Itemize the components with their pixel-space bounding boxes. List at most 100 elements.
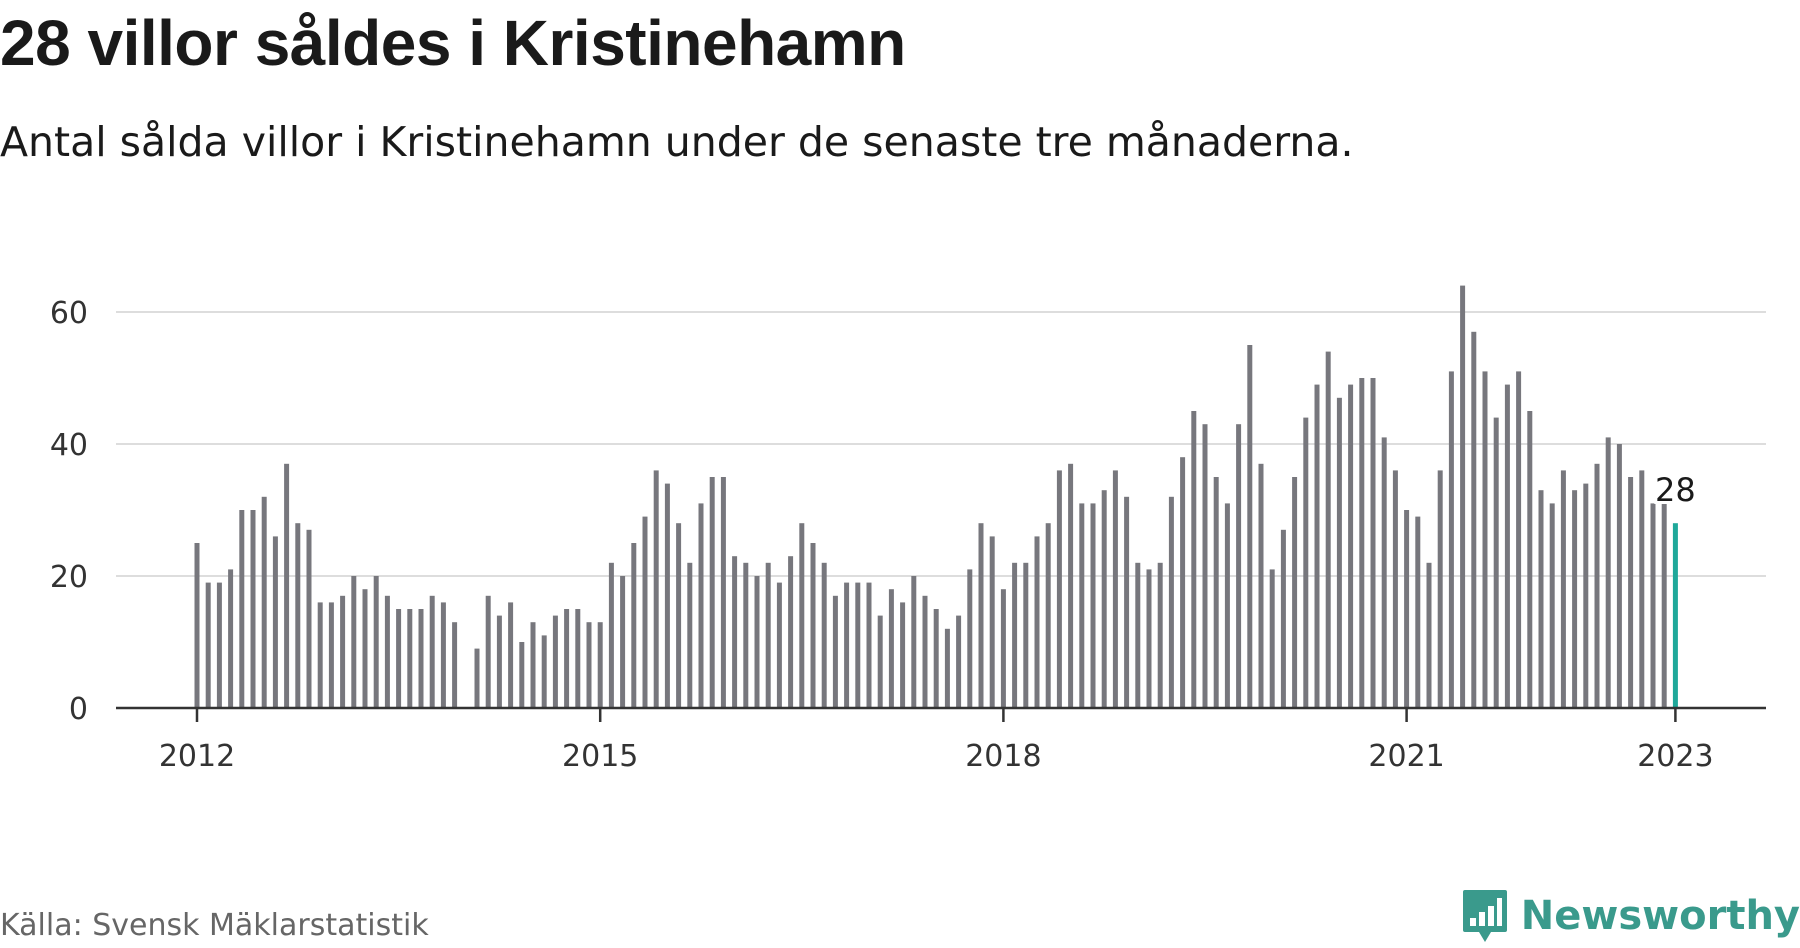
- bar: [788, 556, 794, 708]
- bar: [1549, 503, 1555, 708]
- bar: [933, 609, 939, 708]
- bar: [844, 582, 850, 708]
- bar: [396, 609, 402, 708]
- chart-subtitle: Antal sålda villor i Kristinehamn under …: [0, 118, 1354, 166]
- bar: [1168, 496, 1174, 708]
- bar: [911, 576, 917, 708]
- bar: [1292, 477, 1298, 708]
- bar: [1583, 483, 1589, 708]
- bar: [1381, 437, 1387, 708]
- bar: [1090, 503, 1096, 708]
- bar: [810, 543, 816, 708]
- bar: [1045, 523, 1051, 708]
- bar: [631, 543, 637, 708]
- bar: [205, 582, 211, 708]
- bar: [1056, 470, 1062, 708]
- bar: [1661, 503, 1667, 708]
- bar: [1359, 378, 1365, 708]
- bar: [1482, 371, 1488, 708]
- bar: [575, 609, 581, 708]
- bar: [608, 562, 614, 708]
- bar: [1605, 437, 1611, 708]
- bar: [1516, 371, 1522, 708]
- bar: [1448, 371, 1454, 708]
- bar: [1224, 503, 1230, 708]
- bar: [407, 609, 413, 708]
- bar: [272, 536, 278, 708]
- bar: [351, 576, 357, 708]
- bars: [194, 285, 1678, 708]
- annotations: 28: [1652, 468, 1699, 512]
- bar: [440, 602, 446, 708]
- bar: [1258, 463, 1264, 708]
- bar: [732, 556, 738, 708]
- bar: [1348, 384, 1354, 708]
- y-tick-label: 40: [50, 428, 88, 463]
- bar: [866, 582, 872, 708]
- bar: [1012, 562, 1018, 708]
- bar: [1034, 536, 1040, 708]
- bar: [586, 622, 592, 708]
- gridlines: [116, 311, 1766, 577]
- brand-name: Newsworthy: [1520, 893, 1800, 939]
- bar: [452, 622, 458, 708]
- bar: [418, 609, 424, 708]
- bar: [978, 523, 984, 708]
- bar: [653, 470, 659, 708]
- bar: [754, 576, 760, 708]
- y-tick-label: 0: [69, 692, 88, 727]
- bar: [956, 615, 962, 708]
- bar: [1370, 378, 1376, 708]
- bar: [564, 609, 570, 708]
- bar: [1101, 490, 1107, 708]
- last-value-label: 28: [1655, 471, 1696, 509]
- bar: [1538, 490, 1544, 708]
- bar: [1191, 411, 1197, 708]
- bar: [1146, 569, 1152, 708]
- bar: [1314, 384, 1320, 708]
- bar: [1392, 470, 1398, 708]
- bar: [519, 642, 525, 708]
- bar: [373, 576, 379, 708]
- bar: [384, 595, 390, 708]
- y-tick-label: 20: [50, 560, 88, 595]
- bar: [720, 477, 726, 708]
- bar: [922, 595, 928, 708]
- bar: [295, 523, 301, 708]
- bar: [1112, 470, 1118, 708]
- bar: [429, 595, 435, 708]
- bar: [284, 463, 290, 708]
- bar: [1527, 411, 1533, 708]
- bar: [1437, 470, 1443, 708]
- bar: [317, 602, 323, 708]
- bar: [1157, 562, 1163, 708]
- bar: [676, 523, 682, 708]
- x-tick-label: 2015: [562, 739, 638, 774]
- bar: [1325, 351, 1331, 708]
- x-tick-label: 2023: [1637, 739, 1713, 774]
- brand-logo: Newsworthy: [1461, 888, 1800, 944]
- bar: [1269, 569, 1275, 708]
- bar: [832, 595, 838, 708]
- bar: [1280, 529, 1286, 708]
- bar: [944, 628, 950, 708]
- bar: [194, 543, 200, 708]
- source-note: Källa: Svensk Mäklarstatistik: [0, 908, 429, 943]
- bar: [1404, 510, 1410, 708]
- bar: [1336, 397, 1342, 708]
- bar: [340, 595, 346, 708]
- bar: [1572, 490, 1578, 708]
- chart-title: 28 villor såldes i Kristinehamn: [0, 7, 906, 79]
- bar: [1135, 562, 1141, 708]
- bar: [1079, 503, 1085, 708]
- bar: [709, 477, 715, 708]
- bar: [1000, 589, 1006, 708]
- bar: [1180, 457, 1186, 708]
- bar: [664, 483, 670, 708]
- y-axis-labels: 0 20 40 60: [50, 296, 88, 727]
- bar: [743, 562, 749, 708]
- bar: [228, 569, 234, 708]
- bar: [1023, 562, 1029, 708]
- bar: [642, 516, 648, 708]
